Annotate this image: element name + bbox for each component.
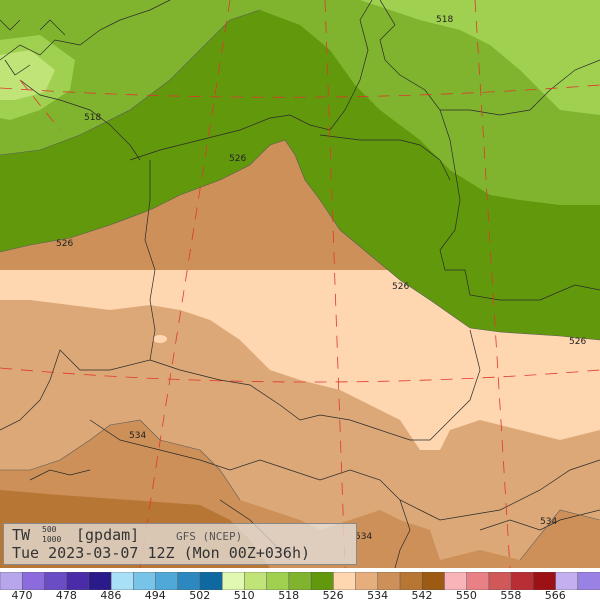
contour-label-518-north: 518	[436, 15, 453, 25]
legend-tick-label: 494	[144, 590, 166, 600]
model-label: GFS (NCEP)	[176, 530, 243, 543]
legend-labels: 470 478 486 494 502 510 518 526 534 542 550 558 566	[0, 590, 600, 600]
legend-swatch	[199, 572, 223, 590]
legend-swatch	[221, 572, 245, 590]
band-518-522	[0, 0, 600, 205]
legend-swatch	[533, 572, 557, 590]
legend-swatch	[66, 572, 90, 590]
island-1	[153, 335, 167, 343]
legend-tick-label: 542	[411, 590, 433, 600]
legend-swatch	[133, 572, 157, 590]
legend-swatch	[0, 572, 23, 590]
legend-swatch	[288, 572, 312, 590]
legend-tick-label: 518	[278, 590, 300, 600]
contour-label-526-far-east: 526	[569, 337, 586, 347]
legend-swatch	[399, 572, 423, 590]
valid-time-label: Tue 2023-03-07 12Z (Mon 00Z+036h)	[12, 544, 311, 562]
contour-label-518-west: 518	[84, 113, 101, 123]
legend-swatch	[421, 572, 445, 590]
legend-swatch	[488, 572, 512, 590]
lat-lon-grid	[0, 0, 600, 568]
legend-swatch	[333, 572, 357, 590]
contour-label-526-west: 526	[56, 239, 73, 249]
legend-swatch	[377, 572, 401, 590]
contour-label-534-center: 534	[129, 431, 146, 441]
legend-swatch	[88, 572, 112, 590]
legend-tick-label: 478	[55, 590, 77, 600]
legend-tick-label: 558	[500, 590, 522, 600]
legend-swatch	[555, 572, 579, 590]
legend-swatch	[355, 572, 379, 590]
legend-swatch	[466, 572, 490, 590]
legend-swatch	[577, 572, 600, 590]
band-526-530	[0, 270, 600, 450]
field-superscript: 500	[42, 525, 57, 534]
legend-swatch	[21, 572, 45, 590]
legend-swatch	[110, 572, 134, 590]
contour-label-534-southeast: 534	[540, 517, 557, 527]
legend-swatch	[44, 572, 68, 590]
contour-label-534-south: 534	[355, 532, 372, 542]
color-legend	[0, 572, 600, 590]
contour-label-526-center: 526	[229, 154, 246, 164]
legend-swatch	[310, 572, 334, 590]
legend-swatch	[510, 572, 534, 590]
legend-tick-label: 566	[544, 590, 566, 600]
band-514-518	[360, 0, 600, 115]
band-510-514	[0, 50, 55, 100]
legend-swatch	[266, 572, 290, 590]
legend-tick-label: 526	[322, 590, 344, 600]
legend-tick-label: 470	[11, 590, 33, 600]
legend-swatch	[244, 572, 268, 590]
field-name: TW	[12, 526, 31, 544]
unit-label: [gpdam]	[76, 526, 140, 544]
legend-tick-label: 486	[100, 590, 122, 600]
map-canvas: 518 518 526 526 526 526 534 534 534	[0, 0, 600, 568]
field-subscript: 1000	[42, 535, 62, 544]
legend-tick-label: 534	[367, 590, 389, 600]
legend-tick-label: 510	[233, 590, 255, 600]
legend-tick-label: 502	[189, 590, 211, 600]
legend-swatch	[177, 572, 201, 590]
field-label: TW 500 1000	[12, 525, 61, 544]
contour-label-526-east: 526	[392, 282, 409, 292]
map-info-box: TW 500 1000 [gpdam] GFS (NCEP) Tue 2023-…	[3, 523, 357, 565]
legend-swatch	[444, 572, 468, 590]
legend-swatch	[155, 572, 179, 590]
legend-tick-label: 550	[455, 590, 477, 600]
